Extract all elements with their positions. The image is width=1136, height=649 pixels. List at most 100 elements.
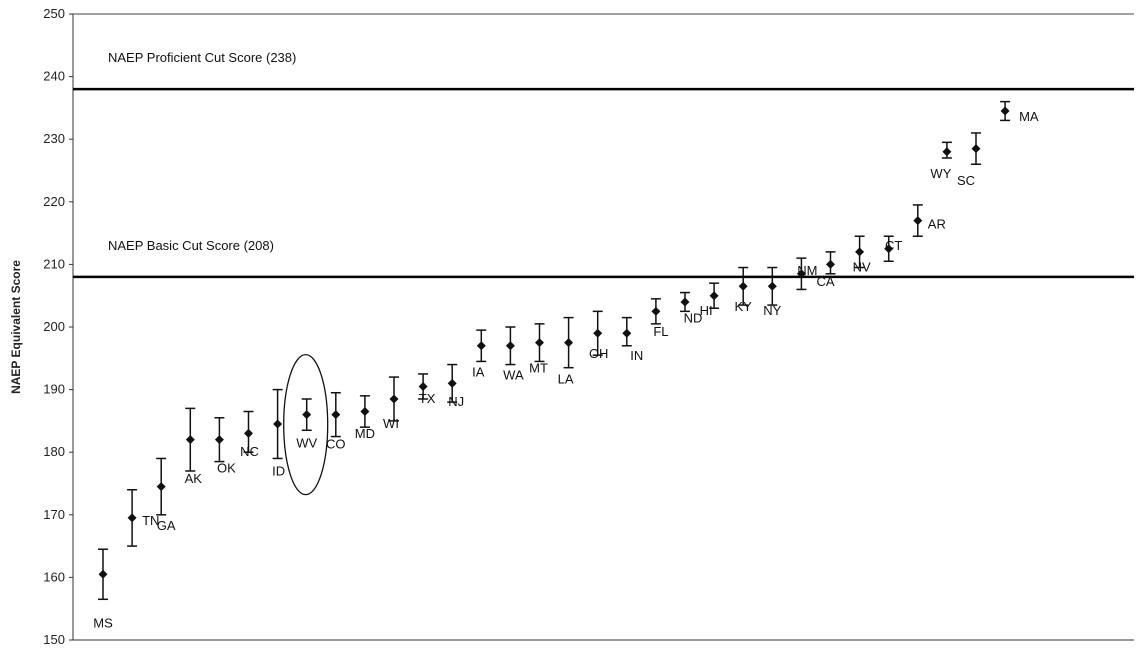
state-label: NV <box>853 260 871 275</box>
point-marker <box>913 216 923 226</box>
point-marker <box>360 407 370 417</box>
y-tick-label: 170 <box>43 507 65 522</box>
state-label: AR <box>928 217 946 232</box>
state-label: MS <box>93 615 113 630</box>
y-tick-label: 190 <box>43 382 65 397</box>
state-label: MT <box>529 360 548 375</box>
point-marker <box>447 378 457 388</box>
y-tick-label: 250 <box>43 6 65 21</box>
state-label: MA <box>1019 109 1039 124</box>
point-marker <box>505 341 515 351</box>
data-point-md: MD <box>355 395 375 441</box>
point-marker <box>418 381 428 391</box>
data-point-ct: CT <box>883 235 902 263</box>
state-label: IA <box>472 364 485 379</box>
data-point-nd: ND <box>680 291 703 325</box>
data-point-nm: NM <box>796 257 818 291</box>
state-label: ID <box>272 463 285 478</box>
point-marker <box>680 297 690 307</box>
chart-axes: 150 160 170 180 190 200 210 220 230 240 250 <box>43 6 1134 647</box>
state-label: TN <box>142 513 159 528</box>
point-marker <box>884 244 894 254</box>
point-marker <box>156 482 166 492</box>
data-point-tn: TN <box>127 489 159 547</box>
point-marker <box>971 144 981 154</box>
state-label: AK <box>185 471 203 486</box>
state-label: HI <box>700 303 713 318</box>
state-label: TX <box>419 391 436 406</box>
data-point-ar: AR <box>912 204 946 237</box>
data-point-la: LA <box>558 316 574 387</box>
state-label: ND <box>684 310 703 325</box>
data-point-ia: IA <box>472 329 487 379</box>
data-point-ma: MA <box>1000 100 1039 124</box>
state-label: LA <box>558 372 574 387</box>
data-point-wy: WY <box>930 141 952 181</box>
state-label: OH <box>589 346 609 361</box>
point-marker <box>244 428 253 438</box>
y-tick-label: 220 <box>43 194 65 209</box>
data-point-tx: TX <box>418 373 436 406</box>
state-label: IN <box>630 348 643 363</box>
point-marker <box>593 328 603 338</box>
point-marker <box>855 247 865 257</box>
point-marker <box>738 281 748 291</box>
point-marker <box>709 291 719 301</box>
data-point-wa: WA <box>503 326 524 383</box>
y-tick-label: 160 <box>43 569 65 584</box>
y-tick-label: 240 <box>43 69 65 84</box>
data-point-nv: NV <box>853 235 871 275</box>
data-point-hi: HI <box>700 282 720 318</box>
point-marker <box>564 338 574 348</box>
state-label: FL <box>653 324 668 339</box>
data-point-ky: KY <box>735 266 753 314</box>
point-marker <box>185 435 195 445</box>
data-point-oh: OH <box>589 310 609 361</box>
data-point-wi: WI <box>383 376 399 431</box>
point-marker <box>767 281 777 291</box>
reference-lines: NAEP Proficient Cut Score (238) NAEP Basi… <box>73 50 1134 279</box>
state-label: SC <box>957 173 975 188</box>
state-label: CT <box>885 238 902 253</box>
state-label: WA <box>503 368 524 383</box>
data-point-ga: GA <box>156 457 176 533</box>
data-point-ok: OK <box>214 417 236 476</box>
point-marker <box>1000 106 1010 116</box>
point-marker <box>98 569 108 579</box>
state-label: MD <box>355 426 375 441</box>
data-point-in: IN <box>621 316 643 363</box>
state-label: NJ <box>448 394 464 409</box>
state-label: KY <box>735 299 753 314</box>
point-marker <box>651 306 661 316</box>
data-point-ny: NY <box>763 266 782 318</box>
point-marker <box>389 394 399 404</box>
point-marker <box>535 338 544 348</box>
reference-line-label: NAEP Proficient Cut Score (238) <box>108 50 296 65</box>
data-point-ms: MS <box>93 548 113 630</box>
state-label: WI <box>383 416 399 431</box>
point-marker <box>214 435 224 445</box>
data-point-mt: MT <box>529 323 548 375</box>
point-marker <box>476 341 486 351</box>
data-point-id: ID <box>272 388 285 478</box>
state-label: OK <box>217 461 236 476</box>
data-point-nj: NJ <box>447 363 464 409</box>
data-point-ak: AK <box>185 407 203 486</box>
state-label: NM <box>797 263 817 278</box>
y-tick-label: 180 <box>43 444 65 459</box>
y-axis-label: NAEP Equivalent Score <box>9 260 23 394</box>
y-tick-label: 230 <box>43 131 65 146</box>
state-label: CO <box>326 437 346 452</box>
point-marker <box>331 410 341 420</box>
state-label: NY <box>763 303 781 318</box>
state-label: WY <box>930 166 951 181</box>
point-marker <box>942 147 952 157</box>
data-point-sc: SC <box>957 132 981 188</box>
y-tick-label: 210 <box>43 256 65 271</box>
point-marker <box>273 419 283 429</box>
data-point-wv: WV <box>283 353 329 496</box>
point-marker <box>826 259 835 269</box>
data-point-ca: CA <box>816 251 836 289</box>
